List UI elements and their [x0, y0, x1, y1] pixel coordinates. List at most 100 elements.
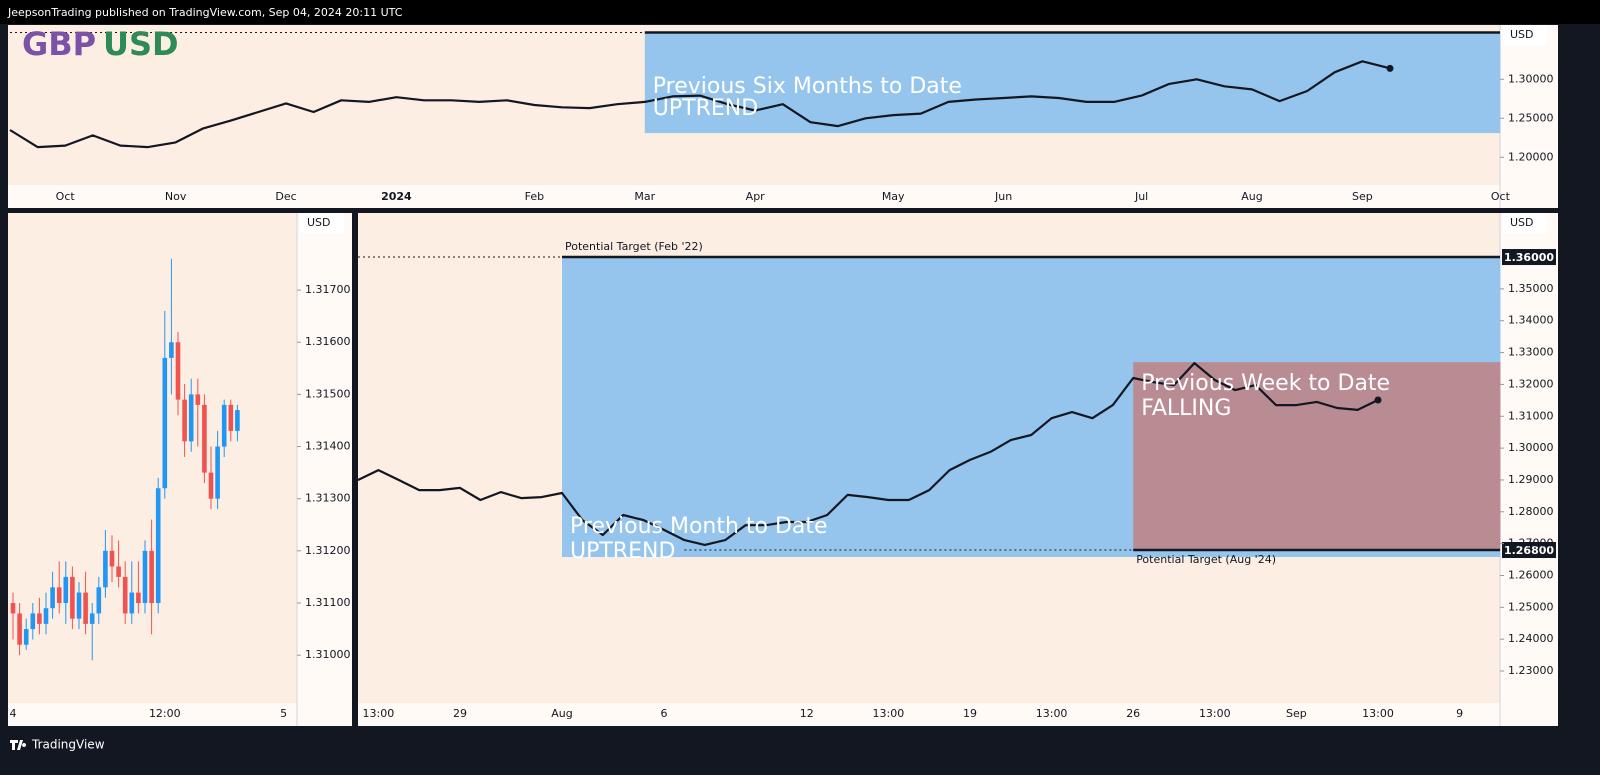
x-tick-label: 13:00 — [1362, 707, 1394, 720]
panel — [8, 213, 297, 703]
y-tick-label: 1.31300 — [305, 492, 351, 505]
candle-body — [23, 629, 29, 645]
price-axis — [1500, 25, 1558, 185]
y-tick-label: 1.35000 — [1508, 282, 1554, 295]
time-axis — [8, 185, 1558, 208]
level-label: Potential Target (Feb '22) — [565, 240, 703, 253]
x-tick-label: 12 — [800, 707, 814, 720]
x-tick-label: 12:00 — [149, 707, 181, 720]
candle-body — [89, 613, 95, 624]
last-point — [1386, 64, 1394, 72]
region-text: Previous Week to Date — [1141, 371, 1390, 396]
candle-body — [17, 613, 22, 645]
y-tick-label: 1.31600 — [305, 335, 351, 348]
title-part: GBP — [22, 25, 96, 63]
title-part: USD — [103, 25, 179, 63]
y-tick-label: 1.28000 — [1508, 505, 1554, 518]
region-text: UPTREND — [570, 539, 675, 564]
x-tick-label: Jun — [994, 190, 1012, 203]
y-tick-label: 1.25000 — [1508, 111, 1554, 124]
y-tick-label: 1.31000 — [1508, 409, 1554, 422]
candle-body — [169, 342, 174, 358]
region-text: Previous Month to Date — [570, 514, 828, 539]
y-tick-label: 1.31000 — [305, 648, 351, 661]
y-tick-label: 1.31700 — [305, 283, 351, 296]
price-label-box — [1502, 542, 1556, 559]
candle-body — [162, 357, 168, 489]
level-label: Potential Target (Aug '24) — [1136, 553, 1276, 566]
x-tick-label: Mar — [634, 190, 655, 203]
y-tick-label: 1.31200 — [305, 544, 351, 557]
time-axis — [358, 703, 1558, 726]
candle-body — [228, 404, 234, 431]
axis-label-box — [1503, 25, 1547, 45]
y-tick-label: 1.33000 — [1508, 346, 1554, 359]
candle-body — [37, 613, 42, 624]
x-tick-label: Nov — [165, 190, 187, 203]
candle-body — [122, 576, 128, 614]
candle-body — [109, 550, 115, 567]
x-tick-label: Dec — [275, 190, 296, 203]
candle-body — [56, 587, 62, 603]
x-tick-label: Aug — [551, 707, 572, 720]
region-text: UPTREND — [653, 96, 758, 121]
x-tick-label: Oct — [1491, 190, 1511, 203]
x-tick-label: Oct — [56, 190, 76, 203]
charts: 1.20000 1.25000 1.30000 USD Oct Nov Dec 2024 Feb… — [9, 25, 1556, 720]
candle-body — [103, 550, 108, 588]
y-tick-label: 1.30000 — [1508, 72, 1554, 85]
price-label-box — [1502, 249, 1556, 266]
candle-body — [149, 550, 154, 603]
y-tick-label: 1.27000 — [1508, 537, 1554, 550]
x-tick-label: 13:00 — [1199, 707, 1231, 720]
axis-label-box — [300, 213, 344, 233]
candle-body — [136, 592, 141, 603]
x-tick-label: Aug — [1241, 190, 1262, 203]
x-tick-label: 29 — [453, 707, 467, 720]
candle-body — [175, 342, 181, 400]
x-tick-label: 4 — [10, 707, 17, 720]
candle-body — [70, 576, 75, 619]
brand: TradingView — [31, 738, 105, 752]
candle-body — [235, 410, 240, 431]
header-text: JeepsonTrading published on TradingView.… — [7, 6, 403, 19]
x-tick-label: Apr — [746, 190, 766, 203]
axis-label-box — [1503, 213, 1547, 233]
x-tick-label: 6 — [661, 707, 668, 720]
y-tick-label: 1.24000 — [1508, 632, 1554, 645]
candle-body — [83, 592, 88, 624]
y-tick-label: 1.23000 — [1508, 664, 1554, 677]
last-point — [1374, 396, 1382, 404]
candle-body — [10, 603, 16, 614]
region-text: FALLING — [1141, 396, 1231, 421]
y-tick-label: 1.32000 — [1508, 377, 1554, 390]
logo — [10, 740, 27, 750]
axis-label: USD — [1510, 216, 1534, 229]
candle-body — [202, 404, 207, 473]
x-tick-label: 2024 — [381, 190, 412, 203]
x-tick-label: Jul — [1134, 190, 1148, 203]
y-tick-label: 1.34000 — [1508, 314, 1554, 327]
y-tick-label: 1.31500 — [305, 387, 351, 400]
axis-label: USD — [307, 216, 331, 229]
x-tick-label: 13:00 — [1036, 707, 1068, 720]
y-tick-label: 1.25000 — [1508, 600, 1554, 613]
y-tick-label: 1.26000 — [1508, 568, 1554, 581]
candle-body — [30, 613, 36, 630]
y-tick-label: 1.20000 — [1508, 150, 1554, 163]
price-label: 1.26800 — [1504, 544, 1554, 557]
candle-body — [43, 608, 49, 624]
x-tick-label: 9 — [1456, 707, 1463, 720]
price-axis — [1500, 213, 1558, 703]
x-tick-label: Sep — [1352, 190, 1373, 203]
axis-label: USD — [1510, 28, 1534, 41]
time-axis — [8, 703, 352, 726]
candle-body — [221, 404, 227, 447]
x-tick-label: May — [882, 190, 905, 203]
header-bar — [0, 0, 1600, 24]
x-tick-label: 13:00 — [873, 707, 905, 720]
x-tick-label: 13:00 — [363, 707, 395, 720]
x-tick-label: 19 — [963, 707, 977, 720]
y-tick-label: 1.31400 — [305, 440, 351, 453]
